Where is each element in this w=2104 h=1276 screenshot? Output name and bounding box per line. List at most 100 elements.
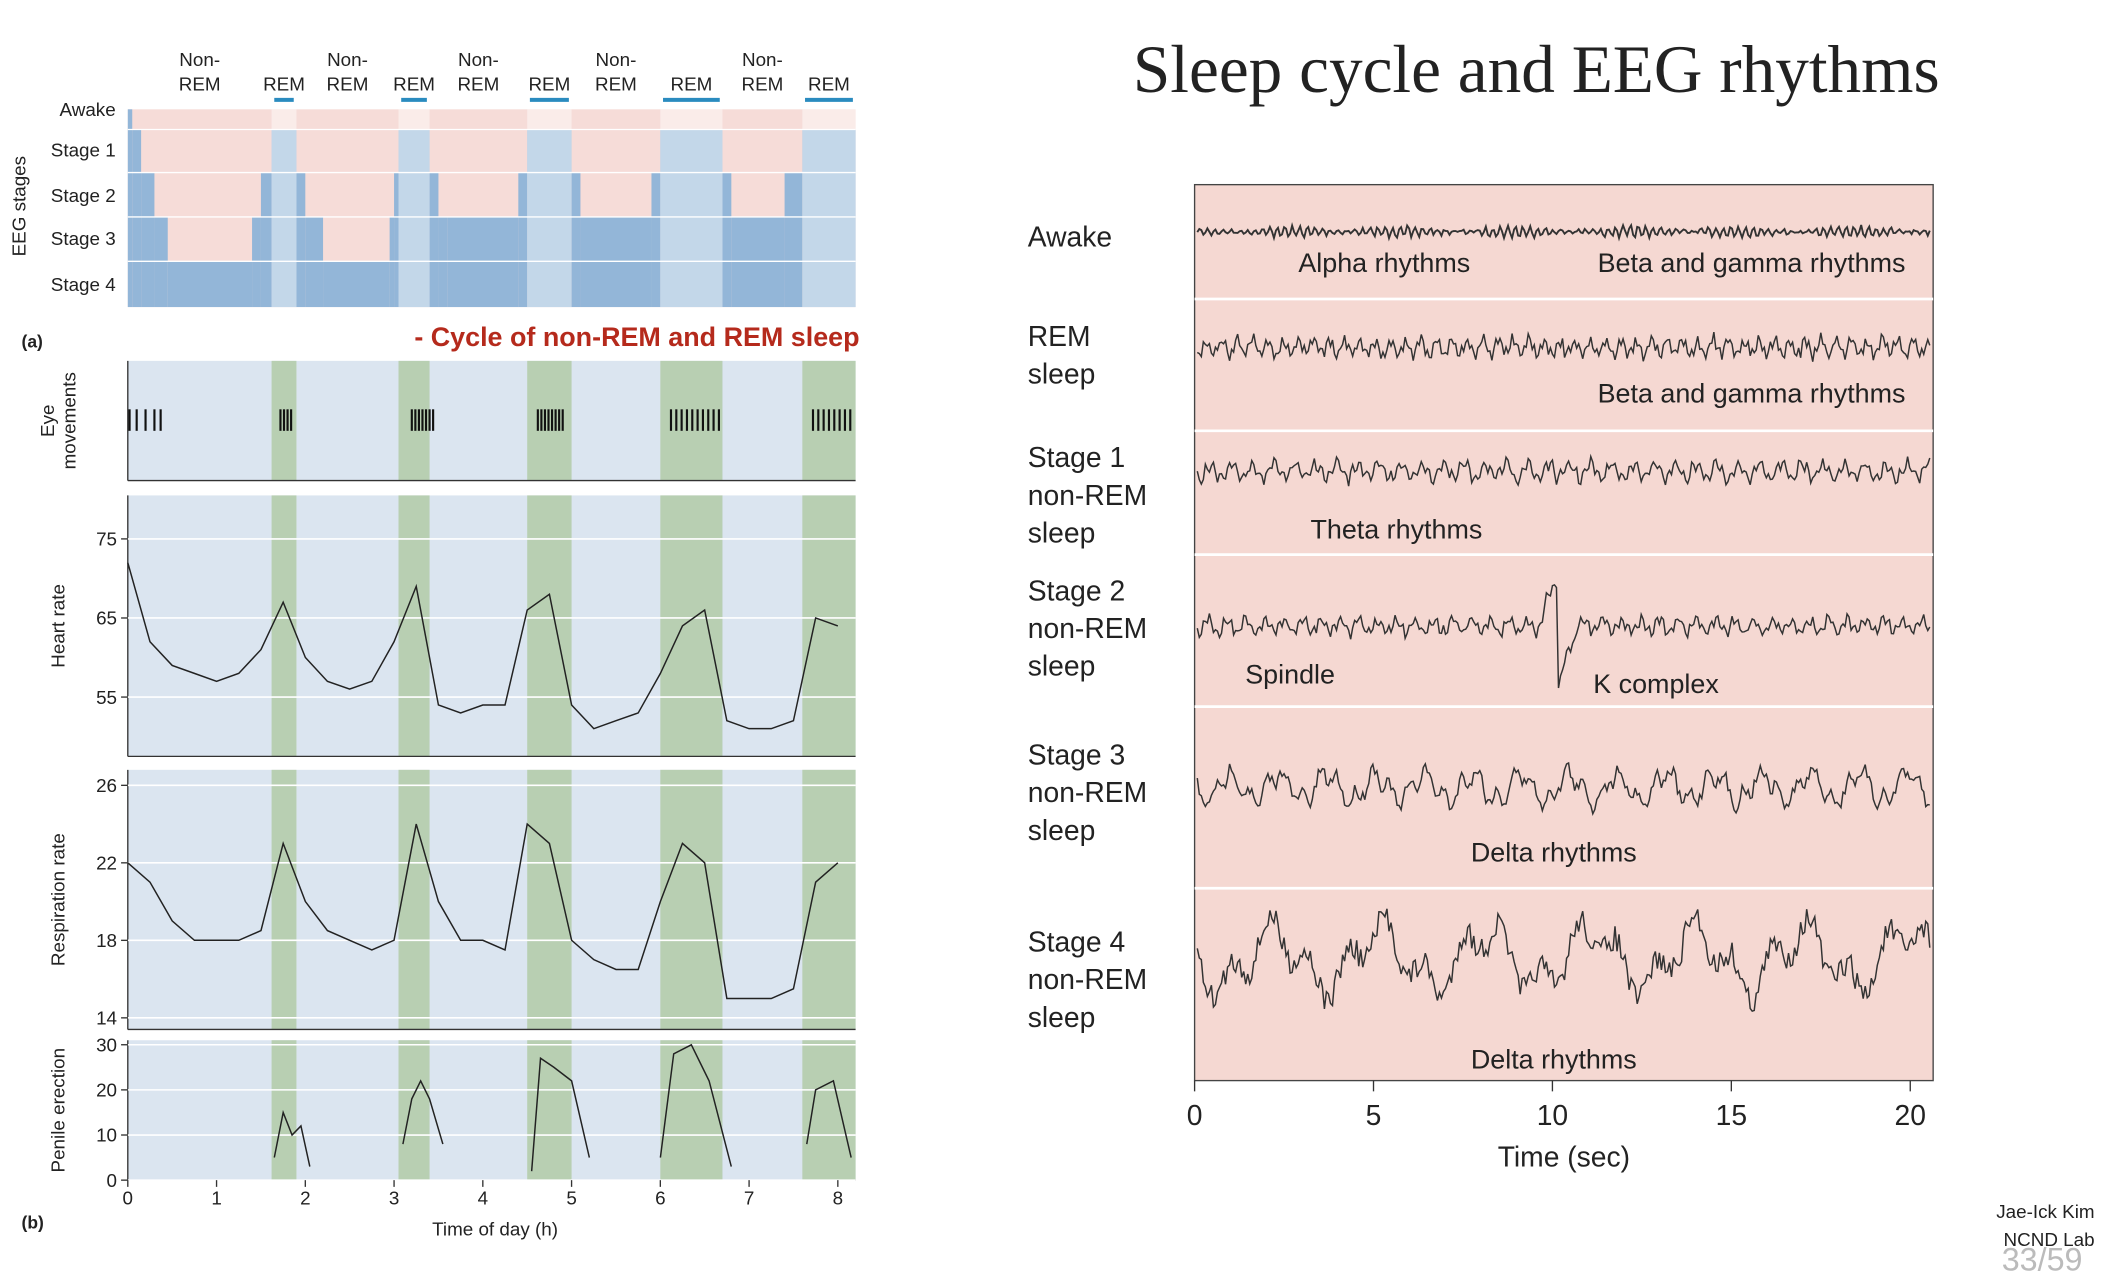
phase-label: REM — [528, 73, 570, 94]
stage-step — [527, 129, 572, 308]
x-tick-label: 0 — [1187, 1099, 1203, 1131]
y-category-label: Awake — [60, 99, 116, 120]
eeg-trace — [1196, 222, 1931, 242]
x-tick-label: 2 — [300, 1187, 310, 1208]
phase-label: Non- — [179, 49, 220, 70]
y-axis-label: movements — [58, 372, 79, 469]
stage-step — [518, 172, 528, 308]
rhythm-label: Delta rhythms — [1471, 1044, 1637, 1074]
y-tick-label: 14 — [96, 1008, 117, 1029]
row-label: Stage 3 — [1028, 738, 1125, 770]
eeg-trace — [1196, 453, 1931, 488]
panel-label: (a) — [22, 331, 43, 351]
rem-shade — [660, 1040, 723, 1181]
row-label: non-REM — [1028, 963, 1147, 995]
rem-shade — [527, 1040, 572, 1181]
rem-shade — [398, 1040, 430, 1181]
row-label: non-REM — [1028, 776, 1147, 808]
phase-label: REM — [808, 73, 850, 94]
stage-step — [296, 172, 306, 308]
phase-label: REM — [595, 73, 637, 94]
row-label: sleep — [1028, 650, 1096, 682]
stage-step — [132, 129, 142, 308]
plot-bg — [1193, 183, 1934, 1082]
rem-shade — [398, 360, 430, 481]
phase-label: REM — [327, 73, 369, 94]
rhythm-label: Beta and gamma rhythms — [1598, 379, 1906, 409]
stage-step — [784, 172, 803, 308]
row-label: Stage 1 — [1028, 441, 1125, 473]
eeg-trace — [1196, 761, 1930, 817]
rem-band — [398, 109, 430, 308]
stage-step — [271, 129, 297, 308]
phase-label: REM — [179, 73, 221, 94]
x-tick-label: 7 — [744, 1187, 754, 1208]
x-tick-label: 6 — [655, 1187, 665, 1208]
page-number: 33/59 — [2002, 1241, 2083, 1276]
phase-label: REM — [457, 73, 499, 94]
x-tick-label: 5 — [1366, 1099, 1382, 1131]
x-axis-label: Time (sec) — [1498, 1141, 1630, 1173]
plot-bg — [127, 495, 856, 757]
y-category-label: Stage 2 — [51, 185, 116, 206]
rem-shade — [802, 769, 856, 1030]
y-axis-label: Heart rate — [48, 584, 69, 668]
stage-step — [660, 129, 723, 308]
x-tick-label: 5 — [566, 1187, 576, 1208]
rhythm-label: Delta rhythms — [1471, 837, 1637, 867]
x-tick-label: 15 — [1716, 1099, 1747, 1131]
footer: Jae-Ick Kim — [1996, 1201, 2094, 1222]
y-category-label: Stage 3 — [51, 228, 116, 249]
y-category-label: Stage 4 — [51, 274, 116, 295]
rhythm-label: Beta and gamma rhythms — [1598, 248, 1906, 278]
x-tick-label: 20 — [1895, 1099, 1926, 1131]
row-label: sleep — [1028, 516, 1096, 548]
rhythm-label: Spindle — [1245, 660, 1335, 690]
stage-step — [127, 109, 133, 308]
rem-shade — [802, 495, 856, 757]
y-category-label: Stage 1 — [51, 139, 116, 160]
plot-bg — [127, 1040, 856, 1181]
rem-shade — [271, 1040, 297, 1181]
rem-shade — [802, 1040, 856, 1181]
stage-step — [260, 172, 272, 308]
panel-label: (b) — [22, 1213, 44, 1233]
stage-step — [722, 172, 732, 308]
y-tick-label: 26 — [96, 775, 117, 796]
rhythm-label: Theta rhythms — [1310, 514, 1482, 544]
x-tick-label: 3 — [389, 1187, 399, 1208]
rem-shade — [527, 769, 572, 1030]
stage-step — [651, 172, 661, 308]
x-tick-label: 4 — [478, 1187, 488, 1208]
stage-step — [323, 261, 390, 308]
annotation: - Cycle of non-REM and REM sleep — [414, 322, 859, 352]
rem-shade — [398, 495, 430, 757]
phase-label: REM — [741, 73, 783, 94]
data-line — [273, 1043, 852, 1172]
plot-bg — [127, 360, 856, 481]
stage-step — [398, 129, 430, 308]
stage-step — [802, 129, 856, 308]
slide-title: Sleep cycle and EEG rhythms — [1133, 32, 1940, 107]
y-tick-label: 30 — [96, 1034, 117, 1055]
rhythm-label: Alpha rhythms — [1298, 248, 1470, 278]
y-tick-label: 65 — [96, 608, 117, 629]
y-tick-label: 10 — [96, 1125, 117, 1146]
y-tick-label: 55 — [96, 687, 117, 708]
phase-label: REM — [393, 73, 435, 94]
rem-band — [527, 109, 572, 308]
y-axis-label: Respiration rate — [48, 833, 69, 966]
x-tick-label: 0 — [123, 1187, 133, 1208]
row-label: non-REM — [1028, 479, 1147, 511]
footer: NCND Lab — [2004, 1229, 2095, 1250]
data-line — [127, 562, 839, 730]
y-tick-label: 75 — [96, 529, 117, 550]
row-label: Awake — [1028, 221, 1112, 253]
eeg-trace — [1196, 330, 1931, 362]
rem-band — [271, 109, 297, 308]
rem-shade — [398, 769, 430, 1030]
y-tick-label: 22 — [96, 853, 117, 874]
phase-label: REM — [263, 73, 305, 94]
data-line — [127, 822, 839, 1000]
row-label: sleep — [1028, 1001, 1096, 1033]
